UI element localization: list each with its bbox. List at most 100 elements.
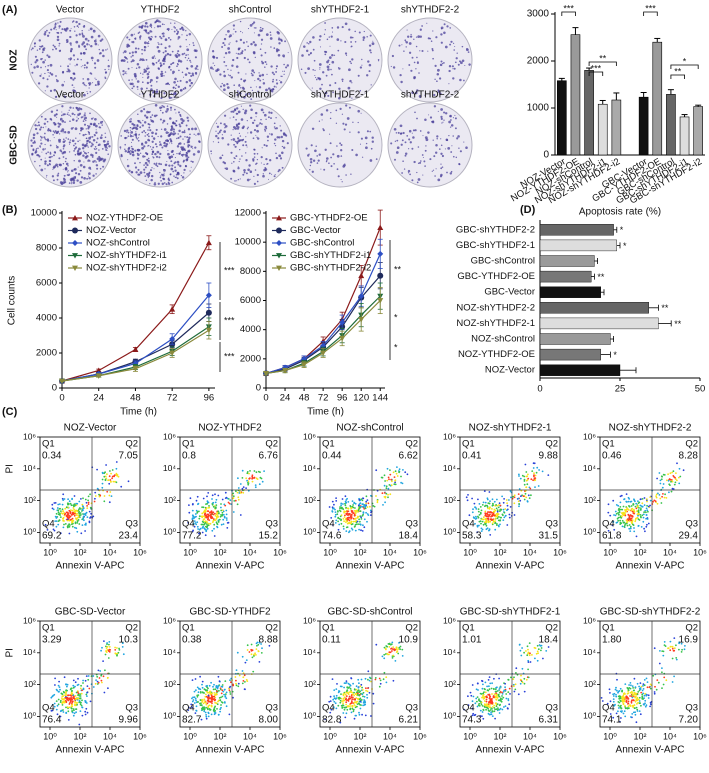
event-dot [645,517,647,520]
colony [151,31,153,33]
event-dot [499,504,502,507]
bar [557,80,567,156]
event-dot [54,677,56,680]
colony [174,108,176,111]
colony [130,145,133,148]
colony [148,71,150,73]
colony [198,140,201,143]
colony [163,168,165,171]
event-dot [53,529,56,532]
colony [67,165,69,167]
colony [56,38,60,42]
colony [42,148,45,151]
colony [247,28,250,30]
colony [185,39,187,41]
event-dot [241,682,244,685]
colony [458,147,460,149]
plot-title: NOZ-Vector [64,423,117,434]
colony [126,131,128,133]
event-dot [101,486,104,489]
colony [91,60,93,62]
colony [435,151,438,154]
event-dot [205,714,208,716]
event-dot [210,705,213,708]
colony [99,39,102,42]
colony [127,147,130,151]
colony [436,80,438,83]
event-dot [388,478,390,481]
event-dot [50,709,53,712]
event-dot [389,473,392,476]
event-dot [503,511,506,514]
event-dot [359,510,362,512]
event-dot [477,508,480,510]
event-dot [242,491,245,494]
colony [31,71,34,74]
colony [324,22,327,24]
colony [52,134,54,136]
event-dot [87,503,90,505]
colony [249,104,252,107]
significance-label: *** [224,315,235,325]
colony [164,163,168,167]
colony [238,84,241,87]
colony [96,59,100,62]
colony [94,66,97,69]
colony [152,90,156,93]
event-dot [534,474,537,477]
colony [154,143,157,146]
colony [331,31,334,33]
event-dot [495,504,497,506]
colony [225,34,227,36]
event-dot [229,691,232,693]
event-dot [478,514,481,516]
event-dot [63,520,65,522]
event-dot [206,495,208,498]
event-dot [472,508,474,511]
colony [340,149,343,152]
event-dot [210,515,213,518]
colony [86,145,89,147]
colony [409,173,411,176]
event-dot [652,500,654,503]
event-dot [96,487,99,490]
colony [143,171,146,174]
colony [239,158,241,160]
colony [444,45,448,49]
colony [39,128,42,131]
colony [343,163,346,167]
colony [82,154,85,157]
event-dot [215,692,218,695]
event-dot [192,515,195,518]
significance-label: ** [661,303,669,313]
colony [276,31,279,34]
event-dot [245,487,248,489]
quadrant-value: 0.46 [602,451,622,462]
event-dot [496,509,499,512]
colony [271,90,274,93]
colony [232,129,234,131]
event-dot [196,521,199,524]
event-dot [498,516,500,518]
colony [75,146,78,149]
event-dot [366,513,369,515]
colony [86,177,89,180]
event-dot [241,670,244,672]
y-tick-label: NOZ-YTHDF2-OE [458,349,535,360]
event-dot [207,492,210,494]
colony [69,42,72,45]
colony [184,153,187,156]
event-dot [362,497,365,500]
colony [170,22,172,24]
event-dot [76,701,78,704]
event-dot [526,500,529,502]
colony [247,126,249,129]
colony [95,147,98,150]
event-dot [108,482,111,485]
event-dot [533,472,535,475]
colony [83,150,85,152]
colony [275,68,278,70]
colony [179,164,182,168]
event-dot [646,509,649,512]
panel-label: (C) [2,406,18,418]
